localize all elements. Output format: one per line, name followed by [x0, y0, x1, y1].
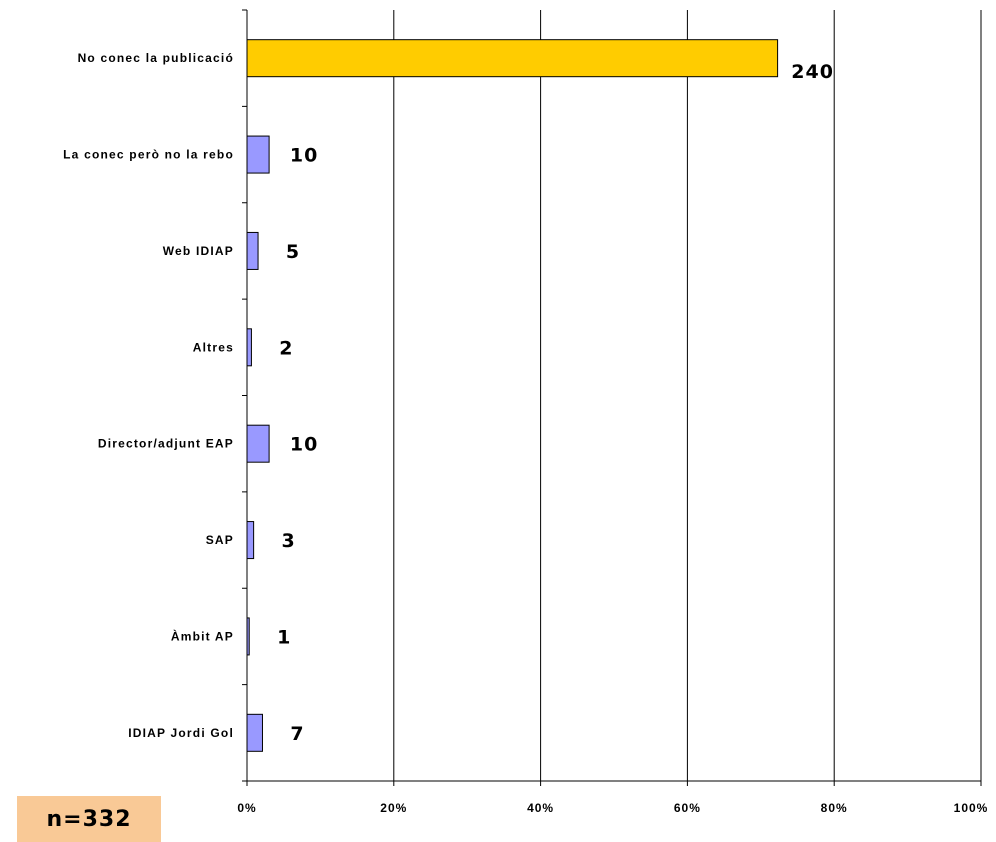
data-label-6: 1	[277, 626, 291, 648]
category-label-4: Director/adjunt EAP	[98, 437, 234, 451]
x-tick-label-0: 0%	[237, 801, 256, 815]
category-label-2: Web IDIAP	[163, 244, 234, 258]
category-label-6: Àmbit AP	[171, 628, 234, 643]
sample-size-badge: n=332	[17, 796, 161, 842]
axes	[242, 9, 982, 786]
x-tick-label-60: 60%	[674, 801, 701, 815]
sample-size-label: n=332	[46, 806, 132, 832]
data-label-3: 2	[279, 337, 293, 359]
bar-4	[246, 424, 270, 463]
data-label-2: 5	[286, 241, 300, 263]
x-tick-label-20: 20%	[380, 801, 407, 815]
bar-1	[246, 135, 270, 174]
category-labels: No conec la publicació La conec però no l…	[63, 51, 234, 740]
x-tick-label-100: 100%	[954, 801, 989, 815]
x-tick-labels: 0% 20% 40% 60% 80% 100%	[237, 801, 989, 815]
bar-0	[246, 39, 779, 78]
x-tick-label-80: 80%	[821, 801, 848, 815]
data-label-1: 10	[290, 145, 318, 167]
category-label-1: La conec però no la rebo	[63, 148, 234, 162]
category-label-0: No conec la publicació	[78, 51, 234, 65]
bar-7	[246, 713, 263, 752]
data-labels: 240 10 5 2 10 3 1 7	[277, 61, 834, 745]
data-label-4: 10	[290, 434, 318, 456]
data-label-5: 3	[282, 530, 296, 552]
bar-2	[246, 231, 259, 270]
category-label-3: Altres	[193, 340, 234, 354]
data-label-7: 7	[290, 723, 304, 745]
grid-lines	[393, 10, 982, 781]
data-label-0: 240	[791, 61, 834, 83]
bars	[246, 39, 779, 752]
category-label-5: SAP	[206, 533, 234, 547]
x-tick-label-40: 40%	[527, 801, 554, 815]
category-label-7: IDIAP Jordi Gol	[128, 726, 234, 740]
bar-5	[246, 521, 255, 560]
bar-3	[246, 328, 252, 367]
